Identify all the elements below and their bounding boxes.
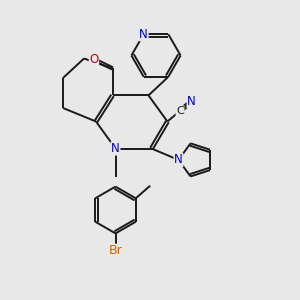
Text: N: N — [174, 153, 183, 167]
Text: C: C — [176, 106, 184, 116]
Text: N: N — [111, 142, 120, 155]
Text: O: O — [89, 53, 98, 66]
Text: Br: Br — [109, 244, 122, 257]
Text: N: N — [139, 28, 148, 41]
Text: N: N — [187, 95, 196, 108]
